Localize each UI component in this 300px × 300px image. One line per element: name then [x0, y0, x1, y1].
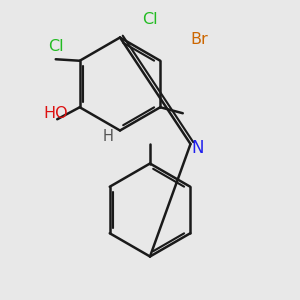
Text: Br: Br	[190, 32, 208, 46]
Text: Cl: Cl	[142, 12, 158, 27]
Text: HO: HO	[43, 106, 68, 122]
Text: H: H	[103, 129, 113, 144]
Text: Cl: Cl	[48, 39, 63, 54]
Text: N: N	[192, 139, 204, 157]
